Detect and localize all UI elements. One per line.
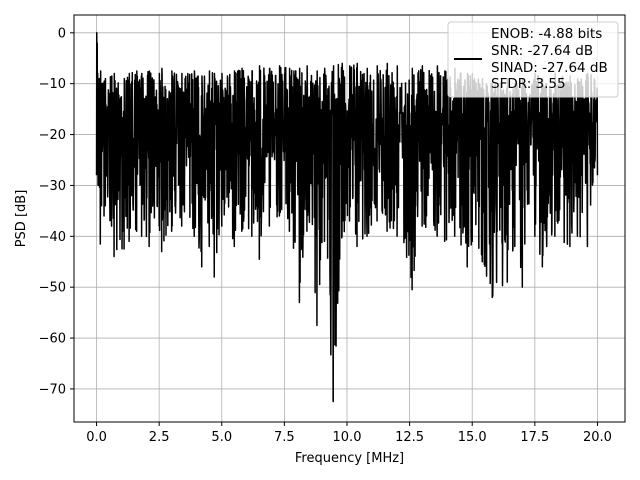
y-axis-label: PSD [dB] [14, 190, 29, 248]
x-tick-label: 5.0 [211, 430, 232, 445]
legend-entry-sinad: SINAD: -27.64 dB [491, 60, 608, 76]
y-tick-label: −10 [39, 77, 66, 92]
x-axis-ticks: 0.0 2.5 5.0 7.5 10.0 12.5 15.0 17.5 20.0 [86, 422, 612, 445]
legend-entry-sfdr: SFDR: 3.55 [491, 76, 566, 92]
x-tick-label: 12.5 [395, 430, 424, 445]
x-axis-label: Frequency [MHz] [295, 451, 404, 466]
y-tick-label: 0 [58, 26, 66, 41]
y-tick-label: −20 [39, 128, 66, 143]
x-tick-label: 17.5 [520, 430, 549, 445]
x-tick-label: 15.0 [458, 430, 487, 445]
legend: ENOB: -4.88 bits SNR: -27.64 dB SINAD: -… [447, 21, 619, 98]
x-tick-label: 20.0 [583, 430, 612, 445]
x-tick-label: 10.0 [333, 430, 362, 445]
x-tick-label: 2.5 [149, 430, 170, 445]
y-tick-label: −60 [39, 332, 66, 347]
legend-entry-snr: SNR: -27.64 dB [491, 43, 593, 59]
series-psd [95, 32, 599, 403]
plot-area-frame [73, 14, 626, 423]
y-tick-label: −30 [39, 179, 66, 194]
psd-series-line [95, 32, 599, 403]
legend-box [447, 21, 619, 98]
x-tick-label: 7.5 [274, 430, 295, 445]
y-tick-label: −70 [39, 382, 66, 397]
x-tick-label: 0.0 [86, 430, 107, 445]
legend-entry-enob: ENOB: -4.88 bits [491, 26, 602, 42]
y-tick-label: −40 [39, 230, 66, 245]
y-axis-ticks: 0 −10 −20 −30 −40 −50 −60 −70 [39, 26, 74, 397]
y-tick-label: −50 [39, 281, 66, 296]
